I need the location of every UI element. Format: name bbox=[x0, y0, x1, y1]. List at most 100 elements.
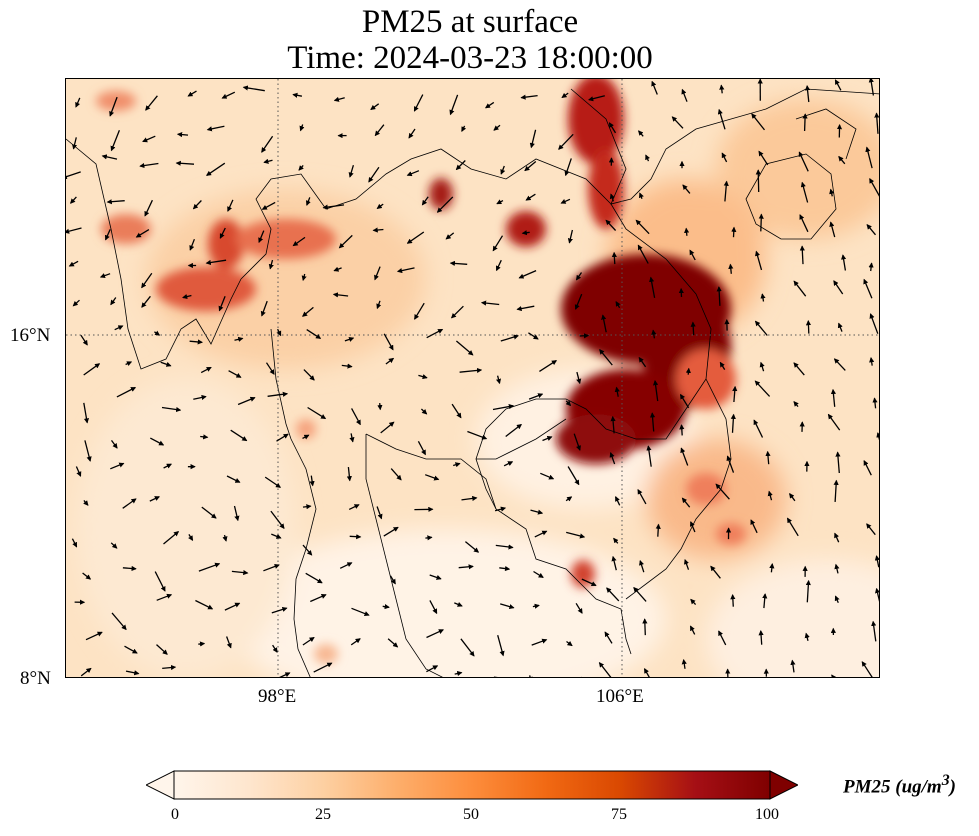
wind-arrow bbox=[615, 301, 621, 309]
wind-arrow bbox=[70, 196, 77, 204]
wind-arrow bbox=[344, 336, 355, 342]
wind-arrow bbox=[690, 321, 696, 336]
wind-arrow bbox=[633, 586, 647, 602]
wind-arrow bbox=[276, 433, 289, 442]
wind-arrow bbox=[680, 447, 689, 466]
wind-arrow bbox=[833, 479, 839, 502]
wind-arrow bbox=[721, 152, 728, 163]
wind-arrow bbox=[717, 108, 726, 130]
wind-arrow bbox=[307, 406, 327, 420]
wind-arrow bbox=[838, 155, 846, 165]
wind-arrow bbox=[195, 599, 214, 610]
wind-arrow bbox=[116, 386, 137, 398]
wind-arrow bbox=[710, 565, 721, 579]
wind-arrow bbox=[82, 572, 92, 580]
wind-arrow bbox=[421, 196, 429, 206]
wind-arrow bbox=[418, 374, 428, 380]
wind-arrow bbox=[461, 125, 467, 132]
wind-arrow bbox=[414, 302, 425, 320]
wind-arrow bbox=[588, 95, 605, 102]
wind-arrow bbox=[575, 272, 583, 281]
wind-arrow bbox=[790, 659, 796, 673]
wind-arrow bbox=[122, 565, 137, 572]
wind-arrow bbox=[228, 370, 242, 378]
wind-arrow bbox=[101, 154, 118, 160]
wind-arrow bbox=[566, 531, 586, 539]
wind-arrow bbox=[429, 574, 442, 580]
wind-arrow bbox=[754, 250, 763, 271]
wind-arrow bbox=[299, 124, 305, 132]
wind-arrow bbox=[497, 635, 505, 657]
wind-arrow bbox=[80, 334, 88, 346]
wind-arrow bbox=[75, 466, 82, 477]
wind-arrow bbox=[258, 230, 265, 244]
wind-arrow bbox=[453, 462, 461, 468]
wind-arrow bbox=[679, 393, 690, 409]
wind-arrow bbox=[829, 221, 836, 238]
wind-arrow bbox=[429, 600, 438, 615]
wind-arrow bbox=[500, 165, 506, 175]
wind-arrow bbox=[104, 229, 111, 241]
wind-arrow bbox=[163, 531, 180, 545]
wind-arrow bbox=[292, 92, 303, 98]
wind-arrow bbox=[374, 124, 385, 137]
wind-arrow bbox=[162, 664, 177, 671]
wind-arrow bbox=[84, 440, 92, 462]
wind-arrow bbox=[382, 604, 390, 610]
wind-arrow bbox=[528, 332, 539, 340]
wind-arrow bbox=[406, 231, 425, 244]
wind-arrow bbox=[684, 227, 690, 236]
wind-arrow bbox=[829, 188, 835, 197]
wind-arrow bbox=[385, 357, 395, 365]
wind-arrow bbox=[759, 361, 765, 372]
wind-arrow bbox=[520, 94, 538, 100]
wind-arrow bbox=[298, 164, 304, 171]
wind-arrow bbox=[869, 313, 879, 334]
wind-arrow bbox=[154, 330, 161, 336]
wind-arrow bbox=[533, 570, 544, 578]
wind-arrow bbox=[333, 96, 345, 102]
wind-arrow bbox=[135, 229, 150, 238]
wind-arrow bbox=[205, 259, 227, 266]
wind-arrow bbox=[834, 595, 840, 603]
wind-arrow bbox=[149, 496, 160, 502]
map-subtitle-time: Time: 2024-03-23 18:00:00 bbox=[287, 40, 653, 76]
wind-arrow bbox=[408, 128, 416, 139]
wind-arrow bbox=[827, 413, 841, 431]
wind-arrow bbox=[305, 197, 311, 206]
map-panel bbox=[65, 78, 880, 678]
wind-arrow bbox=[145, 95, 158, 111]
wind-arrow bbox=[460, 638, 475, 657]
wind-arrow bbox=[643, 668, 650, 677]
colorbar-title: PM25 (ug/m3) bbox=[843, 772, 956, 798]
wind-arrow bbox=[800, 181, 809, 203]
wind-arrow bbox=[349, 433, 355, 443]
wind-arrow bbox=[449, 94, 459, 116]
wind-arrow bbox=[715, 483, 730, 500]
wind-arrow bbox=[866, 523, 876, 536]
wind-arrow bbox=[639, 559, 645, 573]
wind-arrow bbox=[233, 505, 240, 522]
wind-arrow bbox=[610, 415, 616, 434]
wind-arrow bbox=[139, 162, 159, 169]
wind-arrow bbox=[802, 113, 808, 132]
wind-arrow bbox=[417, 440, 426, 456]
wind-arrow bbox=[413, 94, 424, 112]
wind-arrow bbox=[376, 300, 382, 310]
wind-arrow bbox=[376, 506, 383, 520]
wind-arrow bbox=[374, 266, 381, 281]
wind-arrow bbox=[868, 262, 874, 272]
wind-arrow bbox=[731, 226, 737, 238]
wind-arrow bbox=[75, 97, 81, 108]
wind-arrow bbox=[271, 606, 288, 614]
wind-arrow bbox=[500, 334, 519, 342]
wind-arrow bbox=[445, 232, 455, 240]
wind-arrow bbox=[267, 391, 289, 397]
wind-arrow bbox=[451, 403, 462, 419]
wind-arrow bbox=[110, 462, 125, 470]
wind-arrow bbox=[580, 676, 582, 677]
wind-arrow bbox=[72, 137, 78, 150]
wind-arrow bbox=[495, 259, 502, 272]
wind-arrow bbox=[565, 496, 573, 502]
wind-arrow bbox=[649, 412, 656, 432]
